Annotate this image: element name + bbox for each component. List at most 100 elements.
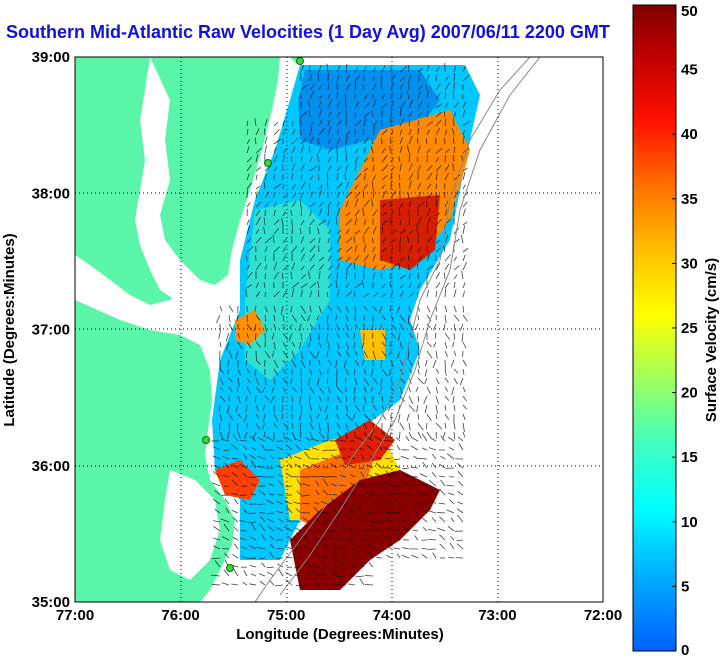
velocity-arrow [271,332,275,340]
velocity-arrow [435,247,441,253]
velocity-arrow [246,225,251,235]
velocity-arrow [399,377,406,384]
velocity-arrow [392,547,401,550]
velocity-arrow [435,290,437,298]
colorbar-tick-label: 50 [681,3,698,20]
velocity-arrow [399,395,406,403]
velocity-arrow [211,574,221,577]
velocity-arrow [372,209,378,217]
velocity-arrow [381,404,385,410]
velocity-arrow [275,500,284,505]
velocity-arrow [408,180,412,190]
velocity-arrow [389,282,392,289]
velocity-arrow [367,551,374,559]
velocity-arrow [246,341,252,349]
velocity-arrow [460,323,464,331]
velocity-arrow [282,246,287,253]
velocity-arrow [440,435,446,442]
velocity-arrow [225,507,230,514]
velocity-arrow [212,482,221,487]
velocity-arrow [460,234,464,244]
velocity-arrow [354,254,360,262]
velocity-arrow [299,228,302,235]
velocity-arrow [327,201,332,208]
velocity-arrow [227,359,230,367]
velocity-arrow [408,230,413,235]
y-tick-label: 39:00 [32,49,70,66]
velocity-arrow [257,503,266,506]
velocity-arrow [345,314,349,322]
velocity-arrow [336,172,339,181]
velocity-arrow [327,359,333,366]
velocity-arrow [398,262,401,271]
velocity-arrow [275,510,284,514]
velocity-arrow [290,305,293,313]
velocity-arrow [291,129,296,136]
velocity-arrow [231,443,239,451]
velocity-arrow [264,119,268,127]
velocity-arrow [408,359,413,367]
velocity-arrow [246,182,252,190]
velocity-arrow [336,201,340,208]
velocity-arrow [264,255,267,262]
velocity-arrow [228,413,234,421]
velocity-arrow [413,509,419,514]
velocity-arrow [309,332,312,342]
velocity-arrow [221,582,230,586]
velocity-arrow [254,305,257,312]
velocity-arrow [255,282,259,289]
velocity-arrow [335,216,338,226]
velocity-arrow [363,305,368,311]
velocity-arrow [418,457,428,460]
velocity-arrow [397,350,401,359]
velocity-arrow [290,155,293,163]
velocity-arrow [270,454,275,460]
velocity-arrow [426,192,433,199]
velocity-arrow [358,561,365,568]
velocity-arrow [300,247,305,253]
velocity-arrow [426,207,431,217]
velocity-arrow [246,120,249,127]
velocity-arrow [322,478,329,487]
velocity-arrow [246,264,250,271]
velocity-arrow [336,129,339,136]
velocity-arrow [318,147,321,154]
velocity-arrow [450,359,455,368]
velocity-arrow [452,90,455,100]
velocity-arrow [408,292,414,298]
velocity-arrow [444,234,449,244]
velocity-arrow [353,368,356,376]
velocity-arrow [300,163,306,172]
velocity-arrow [405,435,410,442]
velocity-arrow [422,517,428,523]
velocity-arrow [408,135,413,145]
velocity-arrow [337,456,347,460]
velocity-arrow [345,219,353,226]
velocity-arrow [363,422,368,430]
velocity-arrow [350,562,356,568]
x-axis-label: Longitude (Degrees:Minutes) [236,626,444,643]
velocity-arrow [344,172,347,181]
velocity-arrow [456,539,464,542]
velocity-arrow [422,447,428,451]
velocity-arrow [245,395,248,402]
velocity-arrow [390,130,394,136]
velocity-arrow [431,453,437,460]
velocity-arrow [361,359,365,366]
velocity-arrow [242,472,248,478]
velocity-arrow [345,130,352,136]
velocity-arrow [381,332,387,341]
velocity-arrow [399,256,405,262]
velocity-arrow [233,498,239,505]
velocity-arrow [444,148,450,154]
velocity-arrow [432,552,437,559]
radar-stations [202,57,304,572]
velocity-arrow [394,458,401,461]
velocity-arrow [260,515,266,523]
velocity-arrow [250,573,257,577]
velocity-arrow [312,571,320,577]
velocity-arrow [450,517,455,523]
velocity-arrow [331,551,338,559]
velocity-arrow [444,92,446,100]
velocity-arrow [461,332,464,342]
